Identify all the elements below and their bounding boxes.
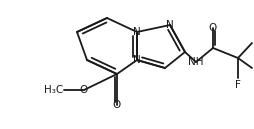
Text: H₃C: H₃C <box>44 85 63 95</box>
Text: N: N <box>133 55 140 65</box>
Text: O: O <box>208 23 216 33</box>
Text: O: O <box>113 100 121 110</box>
Text: N: N <box>133 27 140 37</box>
Text: F: F <box>234 80 240 90</box>
Text: N: N <box>165 20 173 30</box>
Text: O: O <box>80 85 88 95</box>
Text: NH: NH <box>187 57 203 67</box>
